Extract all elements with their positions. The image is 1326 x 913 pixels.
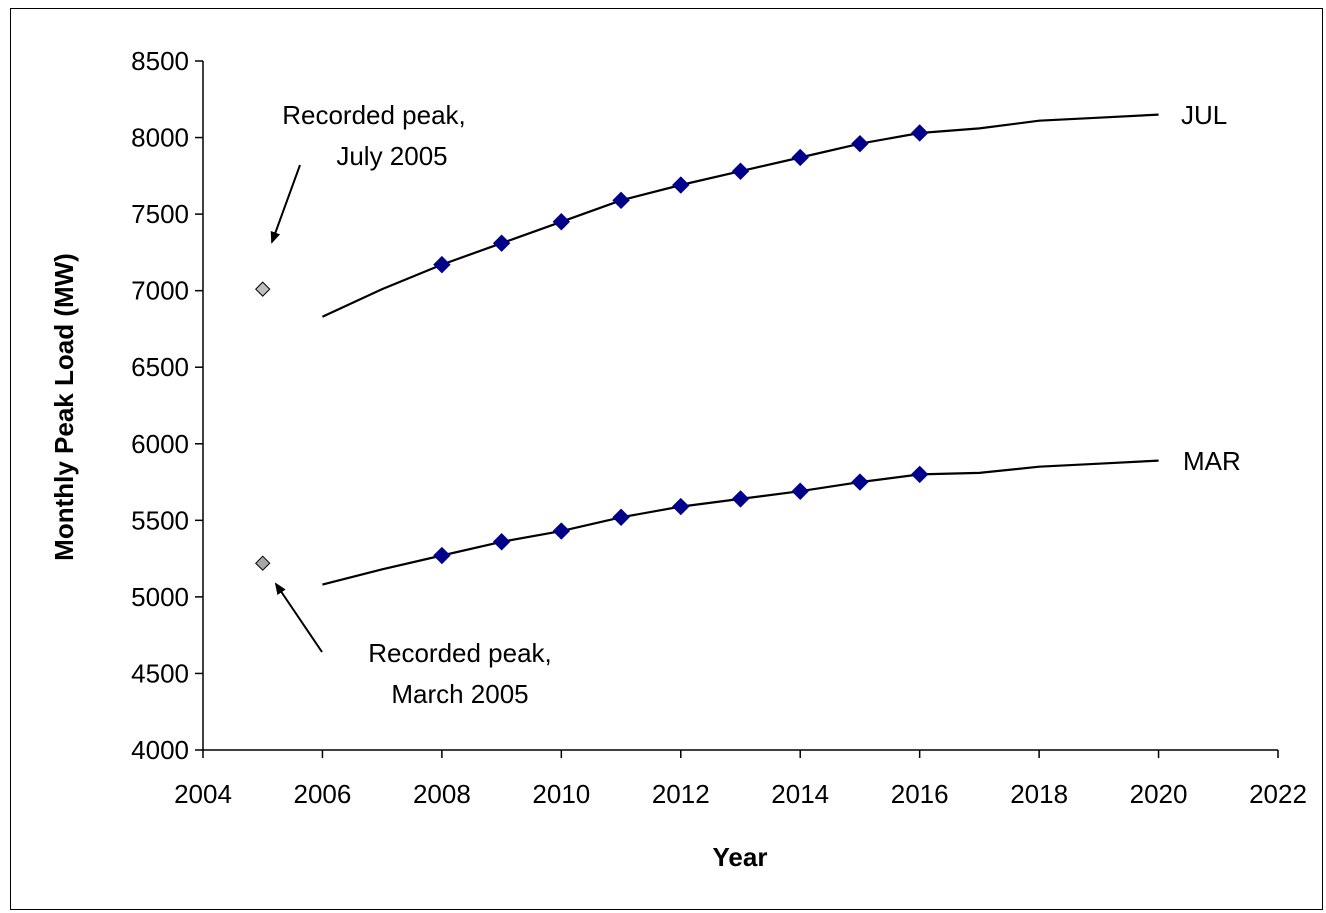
x-tick-label: 2006	[294, 779, 352, 809]
series-label-jul: JUL	[1181, 100, 1227, 130]
data-point-mar	[492, 533, 511, 551]
axes: 4000 4500 5000 5500 6000 6500 7000 7500 8000 8500…	[131, 46, 1307, 809]
annotation-july-arrow	[270, 164, 301, 244]
y-tick-label: 5000	[131, 582, 189, 612]
data-point-jul	[612, 191, 630, 210]
recorded-points	[255, 281, 271, 571]
x-axis-title: Year	[713, 842, 768, 872]
y-tick-label: 5500	[131, 505, 189, 535]
data-point-mar	[791, 482, 809, 500]
y-tick-label: 8000	[131, 123, 189, 153]
y-tick-label: 6500	[131, 352, 189, 382]
data-point-jul	[791, 148, 809, 167]
data-point-mar	[672, 497, 690, 516]
annotation-march-line-2: March 2005	[391, 679, 528, 709]
series-mar	[322, 459, 1159, 586]
y-axis-title: Monthly Peak Load (MW)	[49, 253, 79, 561]
series-jul	[321, 113, 1159, 318]
x-tick-label: 2022	[1249, 779, 1307, 809]
x-tick-label: 2004	[174, 779, 232, 809]
y-tick-label: 8500	[131, 46, 189, 76]
data-point-jul	[910, 124, 929, 142]
y-tick-label: 4000	[131, 735, 189, 765]
data-point-mar	[851, 473, 869, 491]
data-point-jul	[851, 134, 869, 153]
x-tick-label: 2010	[532, 779, 590, 809]
recorded-peak-point	[255, 281, 271, 297]
annotation-july-line-2: July 2005	[336, 141, 447, 171]
data-point-mar	[612, 508, 630, 526]
annotation-recorded-peak-march: Recorded peak, March 2005	[274, 582, 552, 709]
y-axis-ticks: 4000 4500 5000 5500 6000 6500 7000 7500 8000 8500	[131, 46, 203, 765]
data-point-mar	[910, 465, 929, 484]
annotation-july-line-1: Recorded peak,	[282, 100, 466, 130]
y-tick-label: 7500	[131, 199, 189, 229]
series-label-mar: MAR	[1183, 446, 1241, 476]
recorded-peak-point	[255, 555, 271, 571]
data-point-jul	[552, 213, 571, 231]
x-tick-label: 2012	[652, 779, 710, 809]
y-tick-label: 7000	[131, 276, 189, 306]
x-axis-ticks: 2004 2006 2008 2010 2012 2014 2016 2018 2020 2022	[174, 750, 1307, 809]
annotation-recorded-peak-july: Recorded peak, July 2005	[270, 100, 466, 244]
x-tick-label: 2018	[1010, 779, 1068, 809]
series-line-jul	[321, 113, 1159, 318]
data-point-jul	[672, 176, 690, 194]
annotation-march-line-1: Recorded peak,	[368, 638, 552, 668]
x-tick-label: 2016	[891, 779, 949, 809]
x-tick-label: 2020	[1130, 779, 1188, 809]
data-point-mar	[552, 522, 571, 540]
data-point-mar	[731, 490, 750, 508]
annotation-march-arrow	[274, 582, 323, 653]
chart-frame	[10, 8, 1323, 910]
data-point-mar	[433, 546, 451, 565]
x-tick-label: 2008	[413, 779, 471, 809]
y-tick-label: 6000	[131, 429, 189, 459]
y-tick-label: 4500	[131, 658, 189, 688]
x-tick-label: 2014	[771, 779, 829, 809]
data-point-jul	[492, 234, 511, 252]
data-point-jul	[731, 162, 750, 180]
series-layer	[321, 113, 1159, 586]
data-point-jul	[433, 255, 451, 274]
series-line-mar	[322, 459, 1159, 586]
